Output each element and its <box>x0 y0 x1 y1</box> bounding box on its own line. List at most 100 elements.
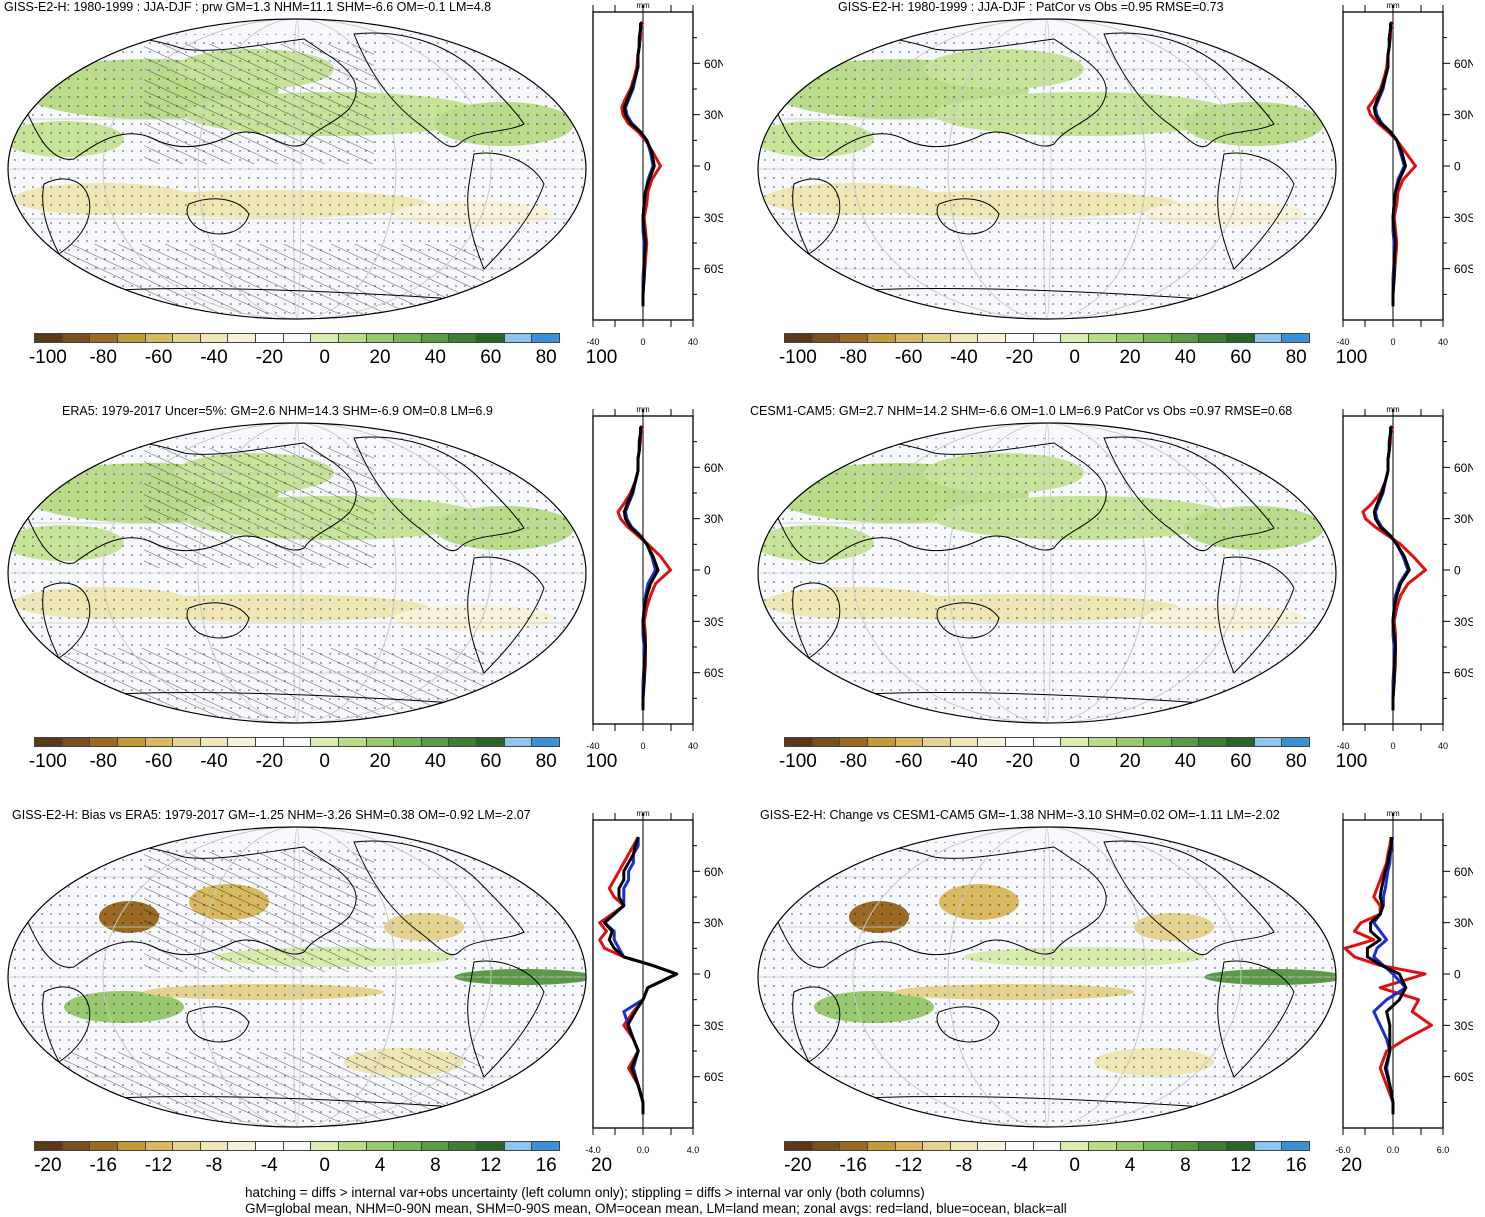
y-tick-label: 30N <box>1454 916 1473 930</box>
colorbar-label: -60 <box>144 751 173 772</box>
y-tick-label: 60N <box>1454 57 1473 71</box>
colorbar-label: 0 <box>1069 751 1080 772</box>
x-tick-label: 0 <box>640 741 645 749</box>
zonal-average-plot: mm -40 0 40 60N 30N 0 30S 60S <box>586 1 723 345</box>
zonal-average-plot: mm -40 0 40 60N 30N 0 30S 60S <box>586 405 723 749</box>
colorbar-swatch <box>504 334 533 342</box>
colorbar-swatch <box>1227 738 1255 746</box>
zonal-average-plot: mm -4.0 0.0 4.0 60N 30N 0 30S 60S <box>585 809 723 1153</box>
colorbar-label: 20 <box>1340 1155 1363 1176</box>
colorbar-label: -20 <box>1005 751 1034 772</box>
x-tick-label: 40 <box>688 337 698 345</box>
colorbar: -100 -80 -60 -40 -20 0 20 40 60 80 100 <box>29 737 617 772</box>
zonal-series-line <box>622 425 660 711</box>
colorbar-swatch <box>1116 738 1145 746</box>
colorbar-swatch <box>256 1142 284 1150</box>
footnote-legend: GM=global mean, NHM=0-90N mean, SHM=0-90… <box>245 1201 1067 1216</box>
map-field <box>8 19 586 319</box>
panel-giss-bias: GISS-E2-H: Bias vs ERA5: 1979-2017 GM=-1… <box>0 808 740 1208</box>
colorbar: -100 -80 -60 -40 -20 0 20 40 60 80 100 <box>29 333 618 368</box>
colorbar-label: 100 <box>585 751 618 772</box>
colorbar-swatch <box>338 1142 367 1150</box>
colorbar-swatch <box>1171 334 1200 342</box>
colorbar-label: -8 <box>955 1155 973 1176</box>
x-tick-label: 6.0 <box>1437 1145 1450 1153</box>
colorbar-label: 12 <box>480 1155 502 1176</box>
colorbar-swatch <box>311 738 339 746</box>
colorbar-swatch <box>1088 1142 1117 1150</box>
panel-cesm1-climatology: CESM1-CAM5: GM=2.7 NHM=14.2 SHM=-6.6 OM=… <box>750 404 1485 804</box>
colorbar-swatch <box>449 1142 477 1150</box>
colorbar-swatch <box>978 334 1006 342</box>
colorbar-label: -80 <box>839 347 867 368</box>
panel-giss-patcor: GISS-E2-H: 1980-1999 : JJA-DJF : PatCor … <box>750 0 1485 400</box>
colorbar-swatches <box>34 333 560 343</box>
colorbar-label: -20 <box>255 751 284 772</box>
colorbar: -100 -80 -60 -40 -20 0 20 40 60 80 100 <box>779 737 1367 772</box>
colorbar-label: 0 <box>1069 347 1080 368</box>
world-map <box>7 18 587 320</box>
colorbar-label: -60 <box>894 751 923 772</box>
colorbar-swatch <box>283 738 312 746</box>
colorbar-swatch <box>338 738 367 746</box>
colorbar-swatch <box>532 334 559 342</box>
colorbar-label: -16 <box>839 1155 867 1176</box>
colorbar-swatch <box>532 1142 559 1150</box>
colorbar-label: -8 <box>205 1155 223 1176</box>
colorbar-label: -100 <box>28 347 67 368</box>
colorbar-swatch <box>62 738 91 746</box>
colorbar-swatch <box>311 334 339 342</box>
y-tick-label: 60S <box>1454 262 1473 276</box>
map-outline <box>757 18 1337 320</box>
colorbar-swatch <box>923 738 951 746</box>
colorbar-swatch <box>840 334 868 342</box>
y-tick-label: 60N <box>704 57 723 71</box>
x-tick-label: -40 <box>586 741 599 749</box>
colorbar-label: 0 <box>1069 1155 1080 1176</box>
panel-title: GISS-E2-H: 1980-1999 : JJA-DJF : PatCor … <box>838 0 1224 14</box>
map-field <box>758 423 1336 723</box>
colorbar-swatch <box>200 1142 229 1150</box>
colorbar: -20 -16 -12 -8 -4 0 4 8 12 16 20 <box>784 1141 1362 1176</box>
colorbar-labels: -100 -80 -60 -40 -20 0 20 40 60 80 100 <box>29 343 618 368</box>
zonal-average-plot: mm -6.0 0.0 6.0 60N 30N 0 30S 60S <box>1335 809 1473 1153</box>
colorbar-swatch <box>200 334 229 342</box>
x-tick-label: -4.0 <box>585 1145 601 1153</box>
x-tick-label: 0 <box>640 337 645 345</box>
colorbar-swatch <box>1116 1142 1145 1150</box>
y-tick-label: 60S <box>704 666 723 680</box>
colorbar-label: -100 <box>778 751 817 772</box>
colorbar-swatch <box>1254 334 1283 342</box>
x-tick-label: 0 <box>1390 337 1395 345</box>
panel-giss-climatology: GISS-E2-H: 1980-1999 : JJA-DJF : prw GM=… <box>0 0 740 400</box>
map-field <box>8 423 586 723</box>
colorbar-label: 0 <box>319 751 330 772</box>
colorbar-swatch <box>173 1142 201 1150</box>
colorbar: -100 -80 -60 -40 -20 0 20 40 60 80 100 <box>779 333 1367 368</box>
colorbar-swatch <box>90 738 118 746</box>
colorbar-swatch <box>923 334 951 342</box>
colorbar-label: -4 <box>1010 1155 1028 1176</box>
colorbar-swatch <box>895 1142 924 1150</box>
colorbar-swatch <box>812 1142 841 1150</box>
colorbar-swatch <box>366 334 395 342</box>
colorbar-swatch <box>449 738 477 746</box>
y-tick-label: 60S <box>704 262 723 276</box>
colorbar-swatch <box>35 738 63 746</box>
colorbar-swatches <box>784 737 1310 747</box>
colorbar-swatch <box>256 738 284 746</box>
colorbar-label: -4 <box>260 1155 278 1176</box>
colorbar-label: -80 <box>89 751 117 772</box>
colorbar-label: 40 <box>1174 751 1196 772</box>
colorbar-swatch <box>812 334 841 342</box>
colorbar-swatch <box>477 334 505 342</box>
colorbar-label: 100 <box>1335 751 1368 772</box>
map-outline <box>757 826 1337 1128</box>
colorbar-swatch <box>504 1142 533 1150</box>
zonal-series-line <box>1366 21 1417 307</box>
colorbar-label: 4 <box>1124 1155 1136 1176</box>
colorbar-label: 20 <box>590 1155 613 1176</box>
colorbar-label: 40 <box>424 751 446 772</box>
colorbar-swatch <box>504 738 533 746</box>
colorbar-swatch <box>785 1142 813 1150</box>
